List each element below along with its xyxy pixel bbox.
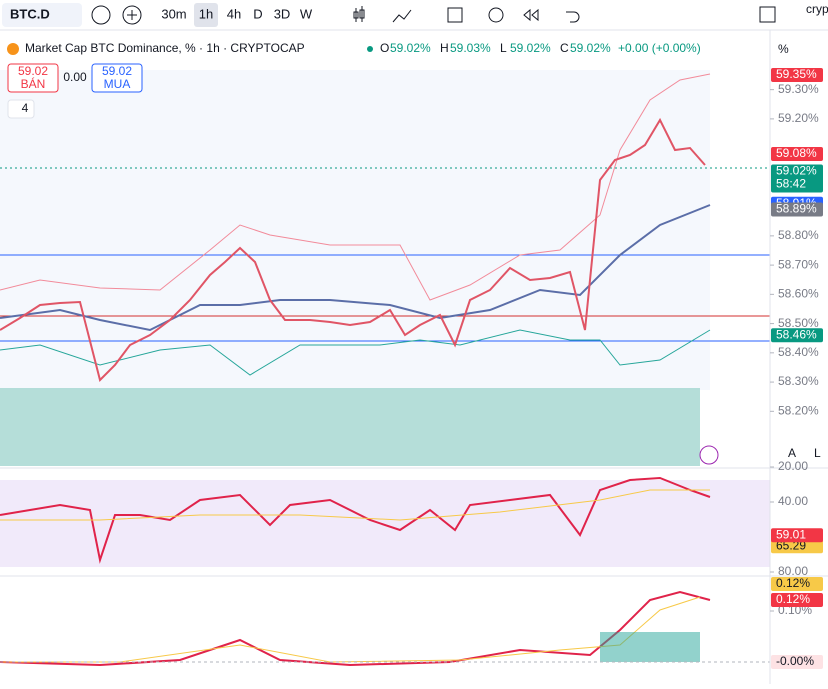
ohlc-key: C [560, 41, 569, 55]
toolbar-icons [353, 6, 776, 23]
ohlc-value: 59.03% [450, 41, 491, 55]
badge-label: 59.01 [776, 527, 806, 541]
rsi-band [0, 480, 770, 567]
price-badge [771, 655, 823, 670]
price-badge [771, 528, 823, 543]
symbol-box[interactable] [2, 3, 82, 27]
interval[interactable]: D [253, 6, 262, 21]
ohlc-key: O [380, 41, 389, 55]
badge-label: 0.12% [776, 576, 810, 590]
legend-title: Market Cap BTC Dominance, % · 1h · CRYPT… [25, 41, 305, 55]
y-tick-label: 59.20% [778, 111, 819, 125]
price-badge [771, 539, 823, 554]
ohlc-value: 59.02% [390, 41, 431, 55]
interval[interactable]: W [300, 6, 313, 21]
price-badge [771, 164, 823, 193]
y-tick-label: 58.20% [778, 403, 819, 417]
badge-label: 59.08% [776, 146, 817, 160]
y-tick-label: 20.00 [778, 459, 808, 473]
interval[interactable]: 3D [274, 6, 291, 21]
interval[interactable]: 30m [161, 6, 186, 21]
ma [0, 204, 711, 332]
search-text: cryp [806, 2, 828, 16]
rsi-line [0, 476, 711, 564]
bb-upper [0, 73, 711, 301]
symbol: BTC.D [10, 6, 50, 21]
interval[interactable]: 1h [199, 6, 213, 21]
badge-label: 59.02% [776, 164, 817, 178]
band-fill [0, 70, 710, 390]
plus [127, 10, 137, 20]
bb-lower [0, 329, 711, 376]
y-tick-label: 58.60% [778, 287, 819, 301]
macd-histogram [600, 632, 700, 662]
axis-button[interactable]: L [814, 446, 821, 460]
axis-button[interactable]: A [788, 446, 796, 460]
unit: % [778, 42, 789, 56]
badge-label: 58.46% [776, 327, 817, 341]
y-tick-label: 58.40% [778, 345, 819, 359]
spread: 0.00 [63, 70, 87, 84]
bolt-icon[interactable] [699, 445, 719, 465]
countdown: 58:42 [776, 177, 806, 191]
sell-button[interactable] [7, 63, 59, 93]
badge-label: 59.35% [776, 67, 817, 81]
y-tick-label: 40.00 [778, 494, 808, 508]
price-badge [771, 577, 823, 591]
ohlc-key: H [440, 41, 449, 55]
price-badge [771, 202, 823, 217]
ohlc-value: 59.02% [510, 41, 551, 55]
toolbar [0, 0, 828, 30]
price-line [0, 117, 706, 382]
coin-icon [7, 43, 19, 55]
sell-label: BÁN [21, 76, 46, 91]
price-badge [771, 328, 823, 343]
y-tick-label: 58.80% [778, 228, 819, 242]
add-icon[interactable] [122, 5, 142, 25]
indicator-count: 4 [22, 101, 29, 115]
status-dot [367, 46, 373, 52]
price-badge [771, 68, 823, 83]
y-tick-label: 80.00 [778, 564, 808, 578]
y-tick-label: 58.50% [778, 316, 819, 330]
change: +0.00 (+0.00%) [618, 41, 701, 55]
buy-price: 59.02 [102, 64, 132, 78]
y-tick-label: 58.30% [778, 374, 819, 388]
active-interval [194, 3, 218, 27]
price-badge [771, 146, 823, 161]
y-tick-label: 58.70% [778, 257, 819, 271]
price-badge [771, 593, 823, 607]
icon[interactable] [91, 5, 111, 25]
badge-label: -0.00% [776, 654, 814, 668]
signal-line [0, 596, 701, 663]
sell-price: 59.02 [18, 64, 48, 78]
indicator-toggle[interactable] [7, 99, 35, 119]
ohlc-key: L [500, 41, 507, 55]
badge-label: 58.89% [776, 202, 817, 216]
badge-label: 0.12% [776, 592, 810, 606]
volume [0, 388, 700, 466]
buy-button[interactable] [91, 63, 143, 93]
intervals: 30m 1h 4h D 3D W [161, 3, 313, 27]
interval[interactable]: 4h [227, 6, 241, 21]
ohlc-value: 59.02% [570, 41, 611, 55]
buy-label: MUA [104, 77, 131, 91]
rsi-ma [0, 489, 710, 521]
ohlc: O 59.02% H 59.03% L 59.02% C 59.02% +0.00 (+0.00… [380, 41, 701, 55]
y-tick-label: 59.30% [778, 82, 819, 96]
